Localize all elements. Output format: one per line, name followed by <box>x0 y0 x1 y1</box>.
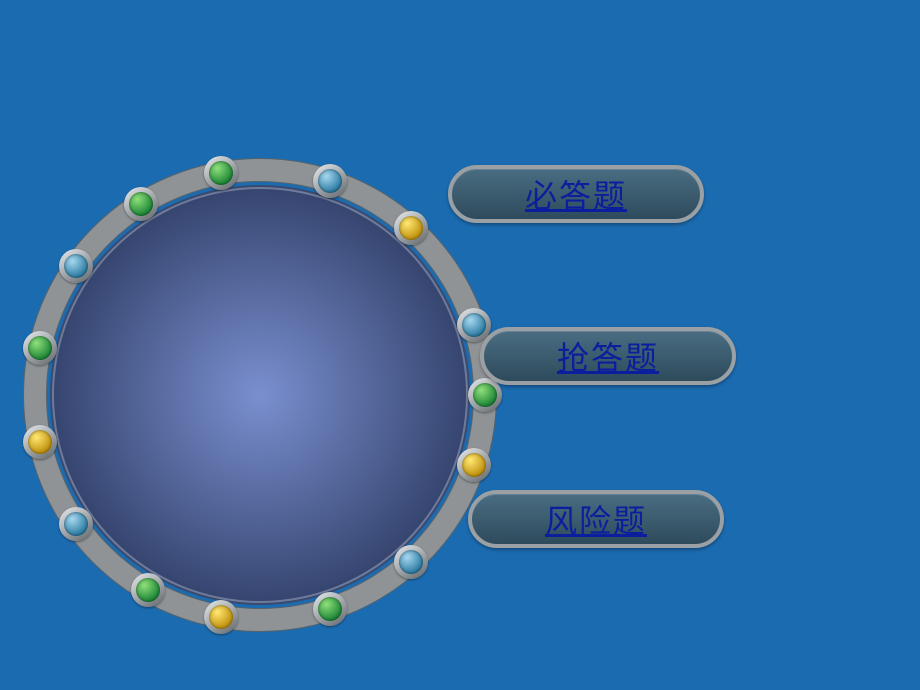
wheel-bead <box>59 249 93 283</box>
wheel-bead-gem <box>462 313 486 337</box>
mandatory-button[interactable]: 必答题 <box>448 165 704 223</box>
wheel-bead <box>394 211 428 245</box>
wheel-bead <box>23 425 57 459</box>
wheel-bead <box>468 378 502 412</box>
rush-link[interactable]: 抢答题 <box>557 333 659 379</box>
wheel-bead <box>394 545 428 579</box>
wheel-bead <box>313 592 347 626</box>
wheel-bead-gem <box>399 216 423 240</box>
risk-link[interactable]: 风险题 <box>545 496 647 542</box>
wheel-bead-gem <box>28 336 52 360</box>
wheel-bead <box>313 164 347 198</box>
wheel-disc <box>52 187 468 603</box>
wheel-bead-gem <box>473 383 497 407</box>
quiz-menu-slide: 必答题抢答题风险题 <box>0 0 920 690</box>
wheel-bead-gem <box>318 597 342 621</box>
wheel-bead <box>131 573 165 607</box>
wheel-bead <box>457 448 491 482</box>
wheel-bead <box>23 331 57 365</box>
wheel-bead-gem <box>209 161 233 185</box>
wheel-bead-gem <box>209 605 233 629</box>
wheel-bead-gem <box>28 430 52 454</box>
wheel-bead-gem <box>462 453 486 477</box>
wheel-bead-gem <box>318 169 342 193</box>
wheel-bead-gem <box>129 192 153 216</box>
wheel-bead-gem <box>136 578 160 602</box>
wheel-bead-gem <box>399 550 423 574</box>
wheel-bead-gem <box>64 512 88 536</box>
wheel-bead <box>204 600 238 634</box>
wheel-bead <box>59 507 93 541</box>
mandatory-link[interactable]: 必答题 <box>525 171 627 217</box>
wheel-bead-gem <box>64 254 88 278</box>
rush-button[interactable]: 抢答题 <box>480 327 736 385</box>
wheel-bead <box>124 187 158 221</box>
risk-button[interactable]: 风险题 <box>468 490 724 548</box>
